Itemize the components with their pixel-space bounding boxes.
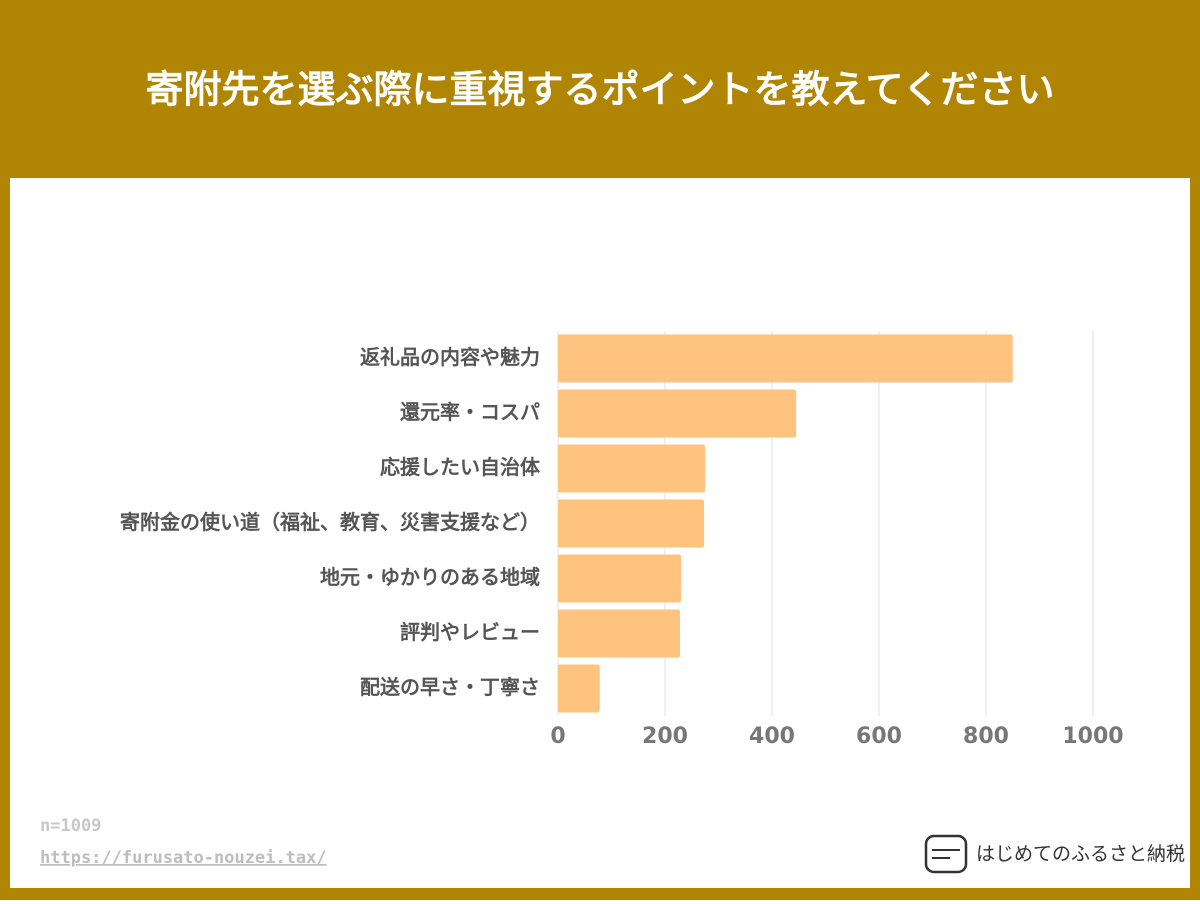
bar bbox=[558, 444, 706, 493]
bar bbox=[558, 389, 797, 438]
sample-size: n=1009 bbox=[40, 816, 101, 836]
brand-name: はじめてのふるさと納税 bbox=[976, 843, 1185, 865]
source-link[interactable]: https://furusato-nouzei.tax/ bbox=[40, 848, 327, 868]
y-tick-label: 地元・ゆかりのある地域 bbox=[320, 565, 540, 589]
chart-title: 寄附先を選ぶ際に重視するポイントを教えてください bbox=[146, 68, 1055, 112]
bar bbox=[558, 334, 1013, 383]
brand-logo bbox=[924, 834, 968, 874]
bar bbox=[558, 554, 682, 603]
x-tick-label: 800 bbox=[963, 724, 1009, 749]
bar bbox=[558, 609, 680, 658]
x-tick-label: 1000 bbox=[1062, 724, 1123, 749]
y-tick-label: 寄附金の使い道（福祉、教育、災害支援など） bbox=[120, 510, 540, 534]
x-tick-label: 200 bbox=[642, 724, 688, 749]
x-tick-label: 400 bbox=[749, 724, 795, 749]
y-tick-label: 応援したい自治体 bbox=[380, 455, 541, 479]
y-tick-label: 評判やレビュー bbox=[400, 620, 540, 644]
y-tick-label: 返礼品の内容や魅力 bbox=[360, 345, 540, 369]
y-tick-label: 還元率・コスパ bbox=[400, 400, 540, 424]
logo-icon bbox=[924, 834, 968, 874]
bar bbox=[558, 499, 705, 548]
y-tick-label: 配送の早さ・丁寧さ bbox=[360, 675, 540, 699]
x-tick-label: 600 bbox=[856, 724, 902, 749]
x-tick-label: 0 bbox=[550, 724, 565, 749]
bar bbox=[558, 664, 600, 713]
